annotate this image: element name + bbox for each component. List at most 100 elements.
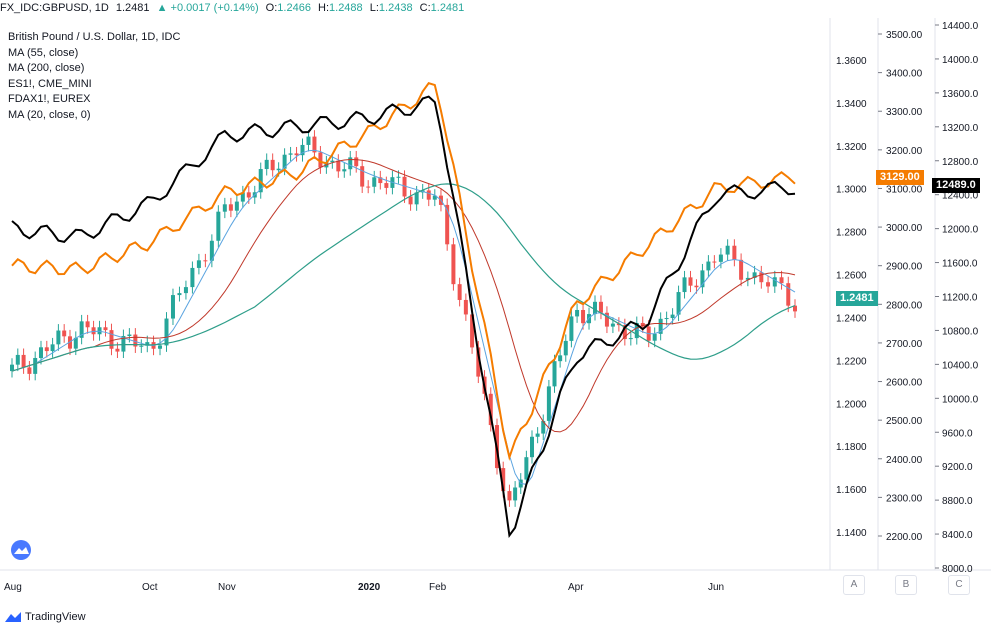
gbp-candle-body	[222, 204, 227, 212]
gbp-candle-body	[85, 321, 90, 328]
gbp-candle-body	[552, 361, 557, 387]
gbp-candle-body	[366, 186, 371, 188]
gbp-candle-body	[306, 136, 311, 145]
gbp-candle-body	[396, 176, 401, 178]
gbp-tick-label: 1.3200	[836, 142, 867, 153]
gbp-candle-body	[115, 348, 120, 352]
legend-fdax[interactable]: FDAX1!, EUREX	[8, 93, 91, 105]
gbp-candle-body	[706, 261, 711, 271]
gbp-candle-body	[170, 295, 175, 319]
gbp-candle-body	[575, 309, 580, 317]
symbol-name[interactable]: FX_IDC:GBPUSD, 1D	[0, 2, 109, 14]
gbp-candle-body	[658, 318, 663, 334]
chart-canvas[interactable]: 1.3600 1.3400 1.3200 1.3000 1.2800 1.2600 1.24…	[0, 0, 991, 605]
fdax-tick-label: 8400.0	[942, 530, 973, 541]
gbp-candle-body	[535, 433, 540, 437]
high-value: 1.2488	[329, 2, 363, 14]
gbp-candle-body	[67, 336, 72, 349]
gbp-candle-body	[348, 157, 353, 170]
gbp-candle-body	[300, 144, 305, 156]
gbp-candle-body	[234, 201, 239, 211]
gbp-candle-body	[581, 309, 586, 324]
gbp-candle-body	[378, 177, 383, 184]
gbp-candle-body	[700, 270, 705, 288]
gbp-candle-body	[62, 330, 67, 337]
fdax-tick-label: 14400.0	[942, 21, 979, 32]
gbp-candle-body	[228, 204, 233, 211]
legend-main-series[interactable]: British Pound / U.S. Dollar, 1D, IDC	[8, 31, 181, 43]
es-tick-label: 2800.00	[886, 300, 923, 311]
gbp-candle-body	[598, 301, 603, 313]
gbp-candle-body	[360, 166, 365, 187]
gbp-candle-body	[682, 277, 687, 293]
time-tick-label: Jun	[708, 582, 724, 593]
gbp-candle-body	[127, 334, 132, 336]
close-value: 1.2481	[430, 2, 465, 14]
gbp-candle-body	[294, 153, 299, 156]
legend-es[interactable]: ES1!, CME_MINI	[8, 77, 92, 90]
gbp-candle-body	[640, 322, 645, 327]
gbp-candle-body	[402, 176, 407, 197]
gbp-candle-body	[21, 354, 26, 368]
fdax-tick-label: 13200.0	[942, 123, 979, 134]
footer: TradingView	[0, 605, 991, 627]
legend-ma200[interactable]: MA (200, close)	[8, 62, 85, 74]
fdax-tick-label: 10400.0	[942, 360, 979, 371]
time-tick-label: Oct	[142, 582, 158, 593]
gbp-candle-body	[739, 259, 744, 280]
tradingview-brand[interactable]: TradingView	[4, 611, 86, 623]
es-tick-label: 2300.00	[886, 493, 923, 504]
gbp-candle-body	[56, 330, 61, 345]
time-tick-label: 2020	[358, 582, 381, 593]
legend-ma20[interactable]: MA (20, close, 0)	[8, 108, 91, 121]
chart-legend: British Pound / U.S. Dollar, 1D, IDC MA …	[8, 30, 180, 123]
gbp-candle-body	[190, 267, 195, 288]
gbp-candle-body	[470, 314, 475, 348]
fdax-tick-label: 12400.0	[942, 191, 979, 202]
gbp-candle-body	[634, 322, 639, 339]
es-tick-label: 2400.00	[886, 455, 923, 466]
gbp-tick-label: 1.1800	[836, 442, 867, 453]
gbp-candle-body	[276, 168, 281, 171]
es-tick-label: 3200.00	[886, 146, 923, 157]
gbp-candle-body	[270, 159, 275, 171]
fdax-tick-label: 10800.0	[942, 326, 979, 337]
gbp-candle-body	[558, 355, 563, 362]
gbp-candle-body	[121, 335, 126, 352]
axis-button-b[interactable]: B	[895, 575, 917, 595]
fdax-tick-label: 8800.0	[942, 496, 973, 507]
symbol-header: FX_IDC:GBPUSD, 1D 1.2481 ▲ +0.0017 (+0.1…	[0, 0, 991, 16]
ma55-line	[11, 149, 796, 485]
ma20-line	[11, 183, 796, 372]
gbp-candle-body	[73, 337, 78, 349]
gbp-candle-body	[10, 364, 14, 372]
gbp-candle-body	[745, 277, 750, 280]
fdax-tick-label: 10000.0	[942, 394, 979, 405]
gbp-candle-body	[694, 285, 699, 288]
es-tick-label: 2900.00	[886, 262, 923, 273]
gbp-candle-body	[676, 292, 681, 315]
gbp-candle-body	[426, 190, 431, 200]
gbp-candle-body	[196, 260, 201, 268]
gbp-candle-body	[240, 192, 245, 202]
fdax-tick-label: 8000.0	[942, 564, 973, 575]
gbp-candle-body	[766, 282, 771, 287]
es-tick-label: 3100.00	[886, 184, 923, 195]
gbp-candle-body	[408, 196, 413, 205]
legend-ma55[interactable]: MA (55, close)	[8, 46, 79, 59]
gbp-candle-body	[354, 157, 359, 167]
axis-button-c[interactable]: C	[948, 575, 970, 595]
brand-label: TradingView	[25, 611, 86, 623]
gbp-candle-body	[779, 277, 784, 284]
gbp-candle-body	[604, 312, 609, 327]
gbp-tick-label: 1.2000	[836, 399, 867, 410]
gbp-candle-body	[432, 195, 437, 200]
gbp-last-tag: 1.2481	[836, 291, 878, 306]
gbp-candle-body	[451, 244, 456, 285]
gbp-tick-label: 1.2600	[836, 271, 867, 282]
high-label: H:	[318, 2, 330, 14]
axis-button-a[interactable]: A	[843, 575, 865, 595]
es-tick-label: 3000.00	[886, 223, 923, 234]
gbp-candle-body	[282, 154, 287, 169]
time-tick-label: Feb	[429, 582, 447, 593]
